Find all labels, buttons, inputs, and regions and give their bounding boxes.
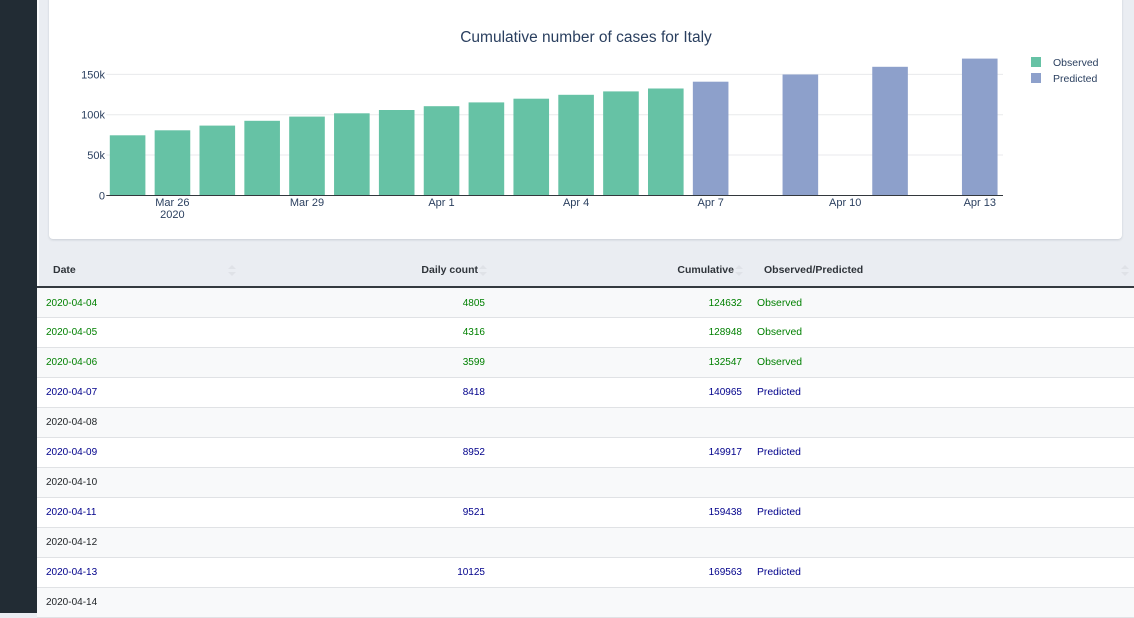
svg-text:Mar 26: Mar 26 [155,197,189,209]
svg-text:Apr 13: Apr 13 [964,197,996,209]
svg-text:150k: 150k [81,69,105,81]
svg-text:2020: 2020 [160,209,184,221]
svg-text:Apr 10: Apr 10 [829,197,861,209]
svg-text:Apr 4: Apr 4 [563,197,589,209]
svg-text:100k: 100k [81,110,105,122]
svg-text:Cumulative number of cases for: Cumulative number of cases for Italy [460,29,712,46]
svg-text:Mar 29: Mar 29 [290,197,324,209]
svg-text:Predicted: Predicted [1053,73,1098,85]
svg-text:50k: 50k [87,150,105,162]
svg-text:0: 0 [99,190,105,202]
svg-text:Apr 7: Apr 7 [698,197,724,209]
svg-text:Observed: Observed [1053,57,1099,69]
svg-text:Apr 1: Apr 1 [428,197,454,209]
